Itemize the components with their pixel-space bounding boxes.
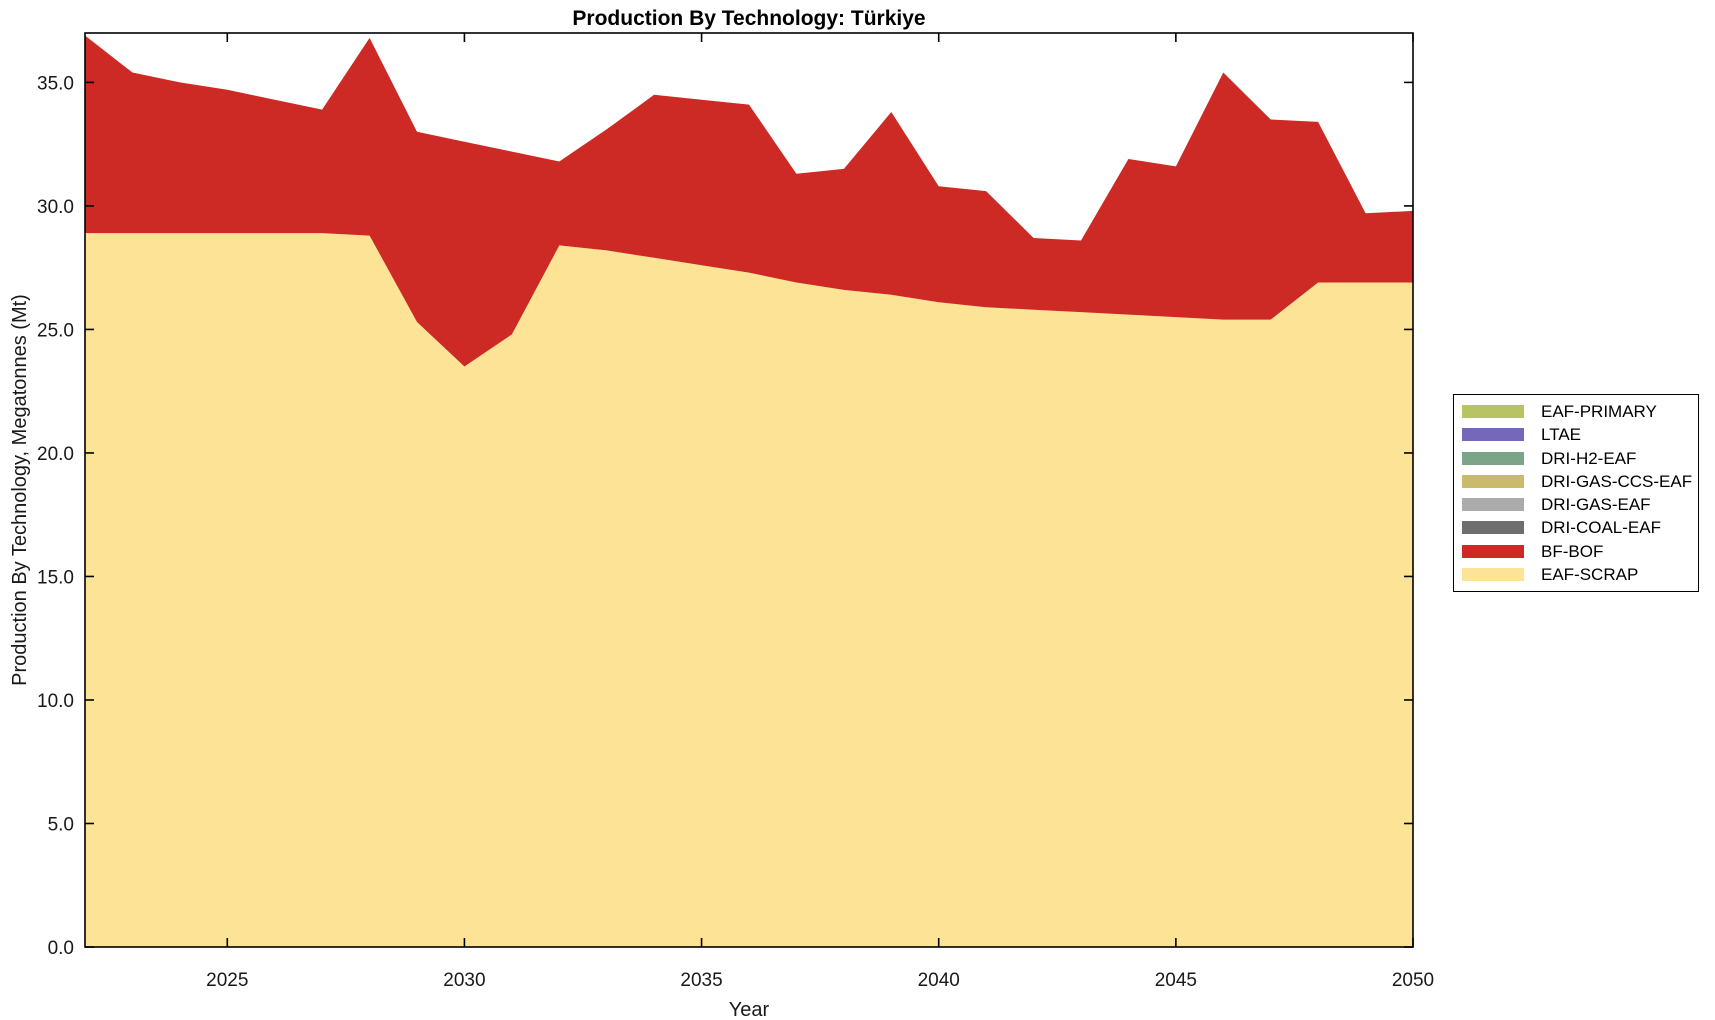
legend: EAF-PRIMARY LTAE DRI-H2-EAF DRI-GAS-CCS-EAF… — [1453, 394, 1699, 592]
legend-swatch — [1462, 567, 1524, 581]
legend-item: DRI-COAL-EAF — [1462, 519, 1690, 536]
plot-border — [84, 32, 1414, 948]
chart-title: Production By Technology: Türkiye — [572, 7, 925, 30]
y-tick-label: 5.0 — [48, 814, 74, 835]
legend-item-label: DRI-COAL-EAF — [1541, 518, 1661, 538]
x-tick-label: 2050 — [1392, 970, 1434, 991]
x-tick-label: 2035 — [680, 970, 722, 991]
area-series-eaf-scrap — [85, 233, 1413, 948]
legend-swatch — [1462, 521, 1524, 535]
legend-swatch — [1462, 405, 1524, 419]
y-tick-label: 10.0 — [37, 691, 74, 712]
legend-item-label: DRI-GAS-EAF — [1541, 495, 1651, 515]
y-tick-label: 35.0 — [37, 73, 74, 94]
legend-swatch — [1462, 451, 1524, 465]
legend-item-label: EAF-SCRAP — [1541, 564, 1639, 584]
y-axis-label: Production By Technology, Megatonnes (Mt… — [9, 294, 31, 686]
legend-item-label: DRI-H2-EAF — [1541, 448, 1637, 468]
x-tick-label: 2030 — [443, 970, 485, 991]
legend-item: EAF-PRIMARY — [1462, 403, 1690, 420]
legend-item: DRI-GAS-EAF — [1462, 496, 1690, 513]
legend-item-label: BF-BOF — [1541, 541, 1604, 561]
legend-swatch — [1462, 498, 1524, 512]
legend-item-label: DRI-GAS-CCS-EAF — [1541, 471, 1693, 491]
y-tick-label: 30.0 — [37, 197, 74, 218]
legend-item: BF-BOF — [1462, 543, 1690, 560]
y-tick-label: 25.0 — [37, 320, 74, 341]
area-series-bf-bof — [85, 35, 1413, 367]
plot-area — [85, 35, 1413, 948]
x-tick-label: 2040 — [918, 970, 960, 991]
legend-item-label: EAF-PRIMARY — [1541, 402, 1657, 422]
x-tick-label: 2025 — [206, 970, 248, 991]
x-axis-label: Year — [729, 999, 770, 1020]
legend-item: LTAE — [1462, 426, 1690, 443]
legend-item: DRI-GAS-CCS-EAF — [1462, 471, 1693, 491]
legend-swatch — [1462, 428, 1524, 442]
y-tick-label: 20.0 — [37, 444, 74, 465]
x-tick-label: 2045 — [1155, 970, 1197, 991]
legend-swatch — [1462, 544, 1524, 558]
legend-item: DRI-H2-EAF — [1462, 450, 1690, 467]
axis-tick-labels: 2025 2030 2035 2040 2045 2050 0.0 5.0 10.0 15.0 20… — [37, 73, 1434, 991]
legend-item: EAF-SCRAP — [1462, 566, 1690, 583]
y-tick-label: 15.0 — [37, 567, 74, 588]
legend-item-label: LTAE — [1541, 425, 1581, 445]
legend-swatch — [1462, 474, 1524, 488]
y-tick-label: 0.0 — [48, 938, 74, 959]
